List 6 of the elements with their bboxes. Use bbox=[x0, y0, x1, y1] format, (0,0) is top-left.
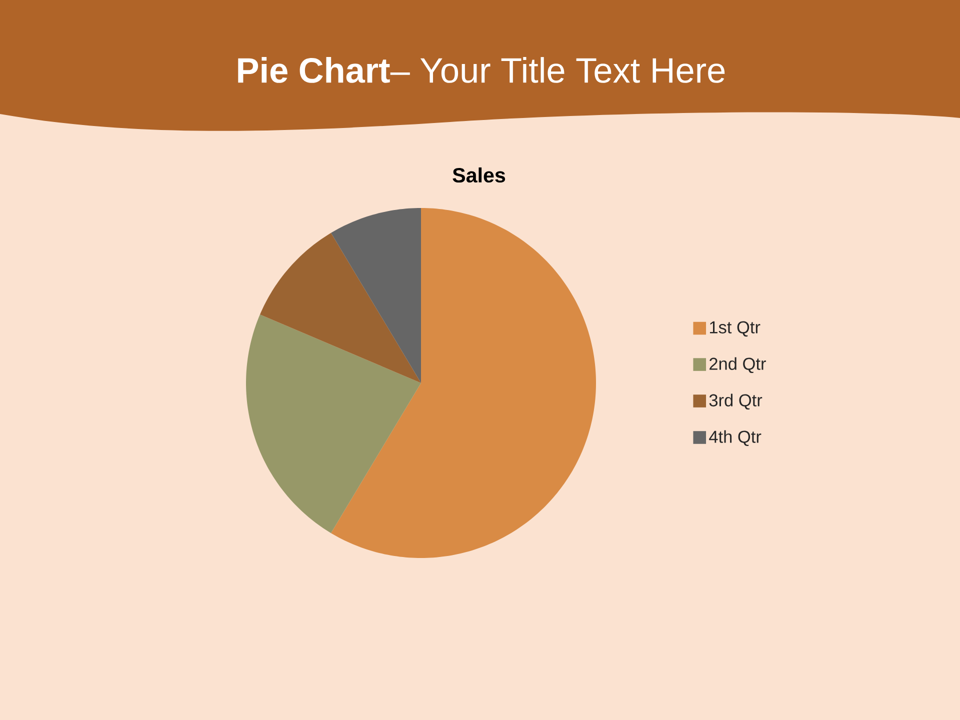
legend-label: 3rd Qtr bbox=[709, 394, 762, 410]
legend-label: 1st Qtr bbox=[710, 321, 760, 337]
chart-subtitle: Sales bbox=[452, 167, 506, 183]
legend-label: 2nd Qtr bbox=[710, 357, 766, 374]
legend-label: 4th Qtr bbox=[709, 430, 762, 446]
chart-title: Pie Chart– Your Title Text Here bbox=[238, 57, 725, 83]
